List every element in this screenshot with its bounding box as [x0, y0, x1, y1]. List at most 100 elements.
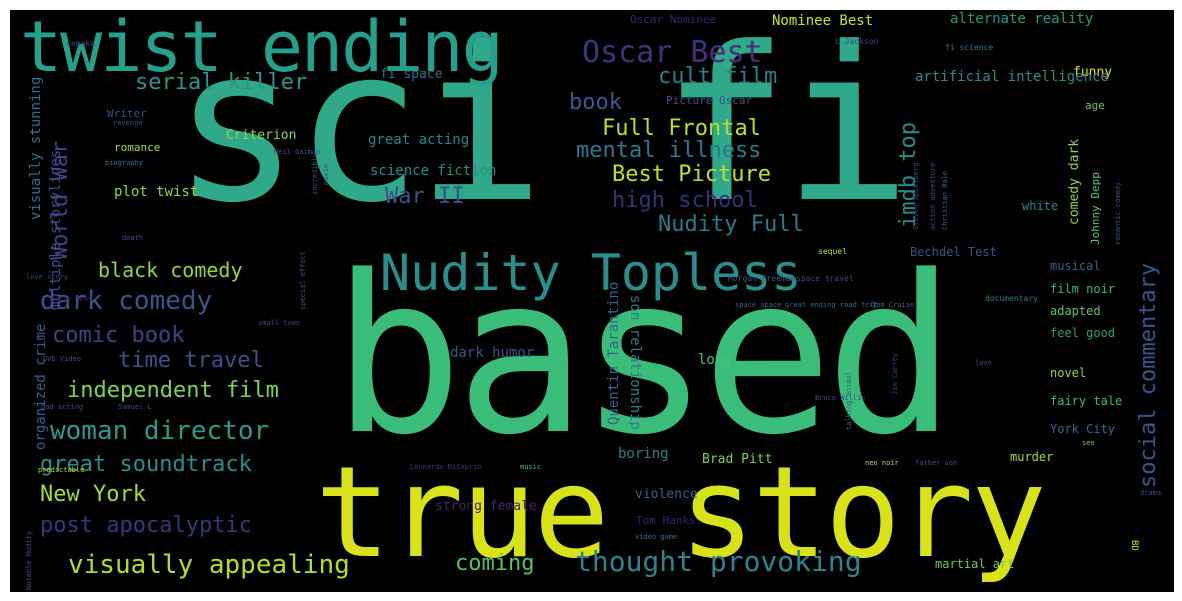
word: serial killer	[135, 70, 308, 95]
word: predictable	[38, 466, 85, 474]
word: social commentary	[1136, 262, 1161, 488]
word: Leonardo DiCaprio	[410, 463, 482, 471]
word: Picture Oscar	[666, 94, 753, 107]
word: coming	[455, 551, 535, 576]
word: remake	[66, 39, 95, 48]
word: mental illness	[576, 138, 762, 163]
word: Steven Spielberg	[912, 162, 920, 230]
word: drama	[1140, 489, 1162, 497]
word: age	[1085, 99, 1105, 112]
word: bad acting	[41, 403, 84, 411]
word: fairy tale	[1050, 394, 1123, 408]
word: music	[520, 463, 542, 471]
word: woman director	[50, 416, 270, 446]
word: film noir	[1050, 282, 1116, 296]
word: talking animal	[845, 370, 853, 430]
word: action adventure	[929, 162, 937, 230]
word: twist ending	[20, 10, 504, 88]
word: love story	[26, 273, 69, 281]
word: Tom Hanks	[636, 514, 696, 527]
word: incredibly	[311, 152, 319, 195]
word: Bechdel Test	[910, 245, 997, 259]
word: York City	[1050, 422, 1116, 436]
word: based	[332, 230, 956, 483]
word: War II	[385, 184, 465, 209]
word: female lead	[46, 295, 93, 303]
word: Brad Pitt	[702, 452, 773, 467]
word: Oscar Nominee	[630, 13, 717, 26]
word: Neil Gaiman	[274, 148, 321, 156]
word: small town	[258, 319, 301, 327]
word: Johnny Depp	[1089, 172, 1102, 245]
word: violence	[635, 487, 698, 502]
word: Jim Carrey	[891, 352, 899, 395]
word: romance	[114, 141, 161, 154]
word: comedy dark	[1067, 138, 1082, 225]
word: Writer	[107, 107, 147, 120]
word: post apocalyptic	[40, 513, 252, 538]
word: New York	[40, 482, 146, 507]
word: cult film	[658, 64, 778, 89]
word: murder	[1010, 450, 1054, 464]
word: alternate reality	[950, 11, 1094, 27]
word: visually stunning	[28, 76, 44, 220]
word: movie	[322, 163, 330, 185]
word: book	[569, 90, 622, 115]
word: space travel	[796, 274, 854, 283]
word: Nominee Best	[772, 13, 874, 29]
word: L Jackson	[835, 37, 879, 46]
word: romantic comedy	[1114, 181, 1122, 245]
word: fi science	[945, 43, 994, 52]
word: son relationship	[627, 295, 643, 430]
word: adapted	[1050, 304, 1101, 318]
word: great ending	[785, 301, 836, 309]
word: Samuel L	[118, 403, 152, 411]
word: independent film	[67, 378, 279, 403]
word: BD	[1129, 540, 1139, 551]
word: Best Picture	[612, 162, 771, 187]
word: visually appealing	[68, 550, 350, 580]
word: documentary	[985, 294, 1038, 303]
word: neo noir	[865, 459, 899, 467]
word: Nudity Full	[658, 212, 804, 237]
word: fi space	[380, 67, 443, 82]
word: time travel	[118, 348, 264, 373]
word: white	[1022, 199, 1059, 213]
word: Tom Cruise	[872, 301, 915, 309]
word: strong female	[435, 499, 537, 514]
word: great acting	[368, 132, 470, 148]
word: DVD Video	[43, 355, 81, 363]
word: love	[975, 359, 992, 367]
word: revenge	[113, 119, 143, 127]
word: Christian Bale	[941, 170, 949, 230]
word: novel	[1050, 366, 1087, 380]
word: Quentin Tarantino	[606, 281, 622, 425]
word: Criterion	[226, 128, 297, 143]
word: great soundtrack	[40, 452, 252, 477]
word: Bruce Willis	[815, 394, 866, 402]
word: biography	[105, 159, 143, 167]
word: artificial intelligence	[915, 69, 1109, 85]
word: true story	[315, 439, 1047, 586]
word: Oscar Best	[582, 35, 763, 70]
word: Nudity Topless	[380, 244, 802, 302]
word: dark humor	[450, 345, 535, 361]
word: Full Frontal	[602, 116, 761, 141]
word: feel good	[1050, 326, 1116, 340]
word: sci fi	[172, 10, 911, 250]
word: long	[698, 352, 732, 368]
word: space space	[735, 301, 782, 309]
word: special effect	[299, 250, 307, 310]
word: black comedy	[98, 258, 243, 282]
word: Morgan Freeman	[728, 274, 796, 283]
word: video game	[635, 533, 678, 541]
word: science fiction	[370, 163, 497, 179]
word: boring	[618, 446, 669, 462]
word: high school	[612, 188, 758, 213]
word: father son	[915, 459, 958, 467]
word: thought provoking	[575, 545, 862, 578]
word: see	[1082, 439, 1095, 447]
word: funny	[1073, 65, 1113, 80]
word: organized crime	[33, 323, 49, 450]
word: multiple storylines	[48, 149, 64, 310]
